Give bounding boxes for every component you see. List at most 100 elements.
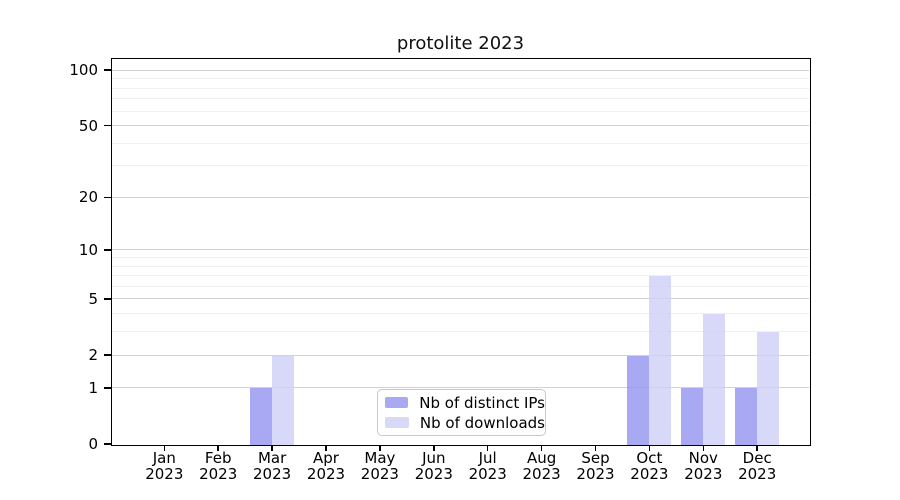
x-tick-month-sep: Sep <box>581 449 610 467</box>
gridline-major-1 <box>111 387 809 389</box>
gridline-major-20 <box>111 196 809 198</box>
gridline-minor-60 <box>111 110 809 112</box>
gridline-minor-40 <box>111 142 809 144</box>
y-tick-50 <box>104 124 111 127</box>
y-tick-label-0: 0 <box>88 435 98 453</box>
y-tick-1 <box>104 387 111 389</box>
gridline-minor-7 <box>111 275 809 277</box>
x-tick-apr <box>325 445 327 451</box>
y-tick-0 <box>104 443 111 445</box>
gridline-minor-30 <box>111 165 809 167</box>
legend-item-downloads: Nb of downloads <box>385 415 545 431</box>
x-tick-year-nov: 2023 <box>684 465 723 483</box>
x-tick-year-apr: 2023 <box>306 465 346 483</box>
x-tick-label-sep: Sep 2023 <box>561 450 631 482</box>
gridline-minor-90 <box>111 78 809 80</box>
x-tick-mar <box>271 445 273 451</box>
legend-swatch-distinct-ips-icon <box>385 397 409 408</box>
x-tick-jan <box>163 445 166 451</box>
x-tick-label-jul: Jul 2023 <box>453 450 523 482</box>
x-tick-month-mar: Mar <box>257 449 287 467</box>
x-tick-label-jun: Jun 2023 <box>399 450 469 482</box>
x-tick-year-aug: 2023 <box>522 465 561 483</box>
bar-distinct-ips-mar <box>249 388 272 445</box>
gridline-minor-6 <box>111 285 809 287</box>
x-tick-label-mar: Mar 2023 <box>237 450 307 482</box>
plot-area <box>110 57 811 446</box>
y-tick-label-50: 50 <box>78 116 98 135</box>
x-tick-year-may: 2023 <box>360 465 399 483</box>
x-tick-sep <box>594 445 597 451</box>
y-tick-label-20: 20 <box>78 188 98 207</box>
legend-label-distinct-ips: Nb of distinct IPs <box>419 393 545 412</box>
gridline-minor-70 <box>111 98 809 100</box>
y-tick-100 <box>104 69 111 71</box>
x-tick-label-jan: Jan 2023 <box>129 450 199 482</box>
x-tick-month-nov: Nov <box>688 449 718 467</box>
gridline-major-10 <box>111 249 809 251</box>
bar-downloads-oct <box>648 276 671 445</box>
x-tick-label-dec: Dec 2023 <box>722 450 792 482</box>
x-tick-feb <box>217 445 219 451</box>
x-tick-label-apr: Apr 2023 <box>291 450 361 482</box>
legend: Nb of distinct IPs Nb of downloads <box>377 389 546 436</box>
x-tick-year-jan: 2023 <box>145 465 184 483</box>
legend-label-downloads: Nb of downloads <box>419 413 545 432</box>
x-tick-month-dec: Dec <box>742 449 772 467</box>
gridline-major-50 <box>111 125 809 127</box>
x-tick-month-jan: Jan <box>152 449 176 467</box>
x-tick-label-nov: Nov 2023 <box>668 450 738 482</box>
x-tick-oct <box>648 445 651 451</box>
gridline-minor-3 <box>111 331 809 333</box>
x-tick-year-jul: 2023 <box>468 465 507 483</box>
gridline-major-100 <box>111 69 809 71</box>
x-tick-year-jun: 2023 <box>414 465 453 483</box>
y-tick-2 <box>104 354 111 356</box>
legend-swatch-downloads-icon <box>385 417 409 428</box>
bar-distinct-ips-oct <box>626 355 649 445</box>
y-tick-20 <box>104 196 111 199</box>
y-tick-label-100: 100 <box>69 61 98 80</box>
x-tick-dec <box>756 445 758 451</box>
bar-downloads-mar <box>271 355 294 445</box>
y-tick-label-5: 5 <box>88 289 98 308</box>
x-tick-month-jun: Jun <box>422 449 446 467</box>
y-tick-5 <box>104 298 111 300</box>
gridline-minor-4 <box>111 313 809 315</box>
legend-item-distinct-ips: Nb of distinct IPs <box>385 395 545 411</box>
chart-title: protolite 2023 <box>396 33 525 54</box>
x-tick-aug <box>540 445 543 451</box>
x-tick-month-oct: Oct <box>636 449 663 467</box>
x-tick-month-jul: Jul <box>478 449 497 467</box>
gridline-major-2 <box>111 354 809 356</box>
gridline-minor-80 <box>111 87 809 89</box>
x-tick-may <box>379 445 381 451</box>
x-tick-year-sep: 2023 <box>576 465 615 483</box>
bar-downloads-dec <box>756 332 779 445</box>
x-tick-label-aug: Aug 2023 <box>507 450 577 482</box>
x-tick-jun <box>433 445 435 451</box>
x-tick-year-mar: 2023 <box>253 465 292 483</box>
y-tick-10 <box>104 249 111 251</box>
x-tick-nov <box>702 445 705 451</box>
bar-distinct-ips-nov <box>680 388 703 445</box>
gridline-minor-8 <box>111 265 809 267</box>
x-tick-month-feb: Feb <box>204 449 232 467</box>
bar-distinct-ips-dec <box>734 388 757 445</box>
x-tick-month-aug: Aug <box>526 449 557 467</box>
y-tick-label-2: 2 <box>88 346 98 365</box>
gridline-minor-9 <box>111 257 809 258</box>
x-tick-label-feb: Feb 2023 <box>183 450 253 482</box>
x-tick-jul <box>486 445 489 451</box>
x-tick-label-oct: Oct 2023 <box>614 450 684 482</box>
y-tick-label-1: 1 <box>88 378 98 397</box>
x-tick-year-oct: 2023 <box>630 465 669 483</box>
x-tick-year-feb: 2023 <box>199 465 238 483</box>
x-tick-label-may: May 2023 <box>345 450 415 482</box>
x-tick-month-apr: Apr <box>313 449 339 467</box>
y-tick-label-10: 10 <box>78 240 98 259</box>
bar-downloads-nov <box>702 314 725 445</box>
x-tick-year-dec: 2023 <box>738 465 777 483</box>
gridline-major-5 <box>111 298 809 300</box>
